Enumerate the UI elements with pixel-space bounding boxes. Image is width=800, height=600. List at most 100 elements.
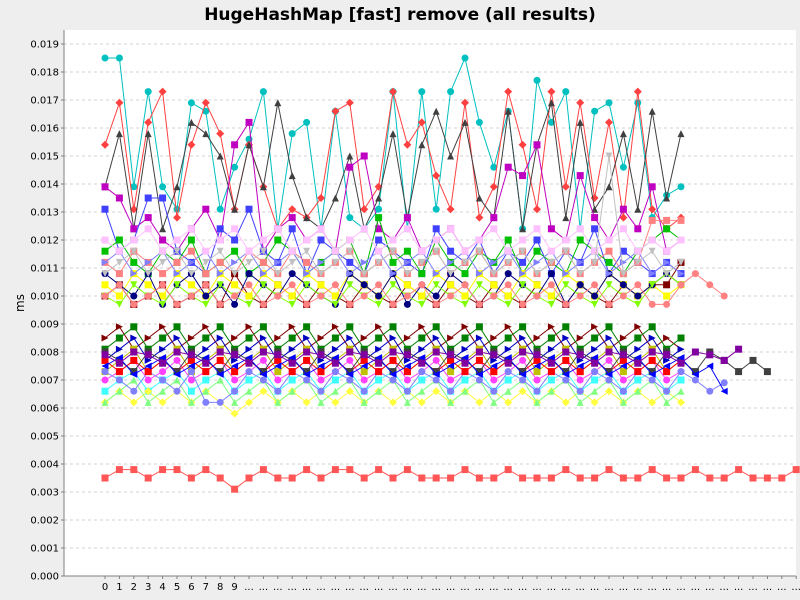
y-tick-label: 0.012 [30,236,59,247]
data-point [634,359,642,367]
data-point [345,387,354,396]
data-point [562,270,570,278]
data-point [590,398,599,407]
data-point [547,247,555,255]
data-point [591,368,599,376]
data-point [778,474,786,482]
data-point [663,362,671,370]
data-point [173,376,181,384]
data-point [504,281,512,289]
data-point [159,368,167,376]
data-point [648,368,656,376]
data-point [634,474,642,482]
data-point [259,368,267,376]
data-point [389,247,397,255]
data-point [345,98,354,107]
data-point [115,359,123,367]
data-point [101,474,109,482]
y-tick-label: 0.003 [30,488,59,499]
data-point [115,292,123,300]
data-point [663,387,671,395]
data-point [749,474,757,482]
data-point [331,334,339,342]
y-tick-label: 0.005 [30,432,59,443]
data-point [490,214,498,222]
data-point [216,356,224,364]
data-point [317,334,325,342]
data-point [663,368,671,376]
data-point [605,281,613,289]
data-point [173,466,181,474]
data-point [259,356,267,364]
data-point [475,356,483,364]
data-point [461,247,469,255]
data-point [619,351,627,359]
data-point [576,474,584,482]
data-point [159,359,167,367]
data-point [447,376,455,384]
data-point [245,387,253,395]
data-point [634,354,642,362]
data-point [605,348,613,356]
data-point [274,351,282,359]
data-point [619,130,627,138]
data-point [159,334,167,342]
x-tick-label: ... [244,582,254,593]
data-point [130,323,138,331]
data-point [173,258,181,266]
data-point [605,368,613,376]
data-point [634,368,642,376]
x-tick-label: 1 [116,582,122,593]
data-point [158,87,167,96]
data-point [619,334,627,342]
data-point [346,300,354,308]
data-point [159,292,167,300]
data-point [274,474,282,482]
data-point [101,236,109,244]
data-point [403,292,411,300]
data-point [490,270,498,278]
data-point [634,205,642,213]
data-point [144,214,152,222]
data-point [375,292,383,300]
data-point [576,362,584,370]
data-point [461,354,469,362]
data-point [519,172,527,180]
data-point [648,398,657,407]
data-point [187,398,195,406]
x-tick-label: ... [388,582,398,593]
data-point [231,281,239,289]
data-point [677,387,685,395]
data-point [447,356,455,364]
data-point [475,247,483,255]
data-point [389,270,397,278]
data-point [432,368,440,376]
data-point [663,398,671,406]
data-point [274,292,282,300]
data-point [389,398,397,407]
data-point [562,376,570,384]
x-tick-label: ... [475,582,485,593]
data-point [619,368,627,376]
data-point [475,300,483,308]
data-point [432,171,441,180]
data-point [504,334,512,342]
data-point [461,292,469,300]
data-point [634,323,642,331]
data-point [519,270,527,278]
data-point [317,398,325,406]
data-point [101,281,109,289]
data-point [720,474,728,482]
data-point [706,281,714,289]
data-point [245,258,253,266]
data-point [187,334,195,342]
data-point [259,300,267,308]
data-point [432,300,440,308]
data-point [504,376,512,384]
data-point [490,225,498,233]
data-point [504,466,512,474]
data-point [403,334,411,342]
data-point [259,348,267,356]
data-point [519,370,527,378]
data-point [331,466,339,474]
